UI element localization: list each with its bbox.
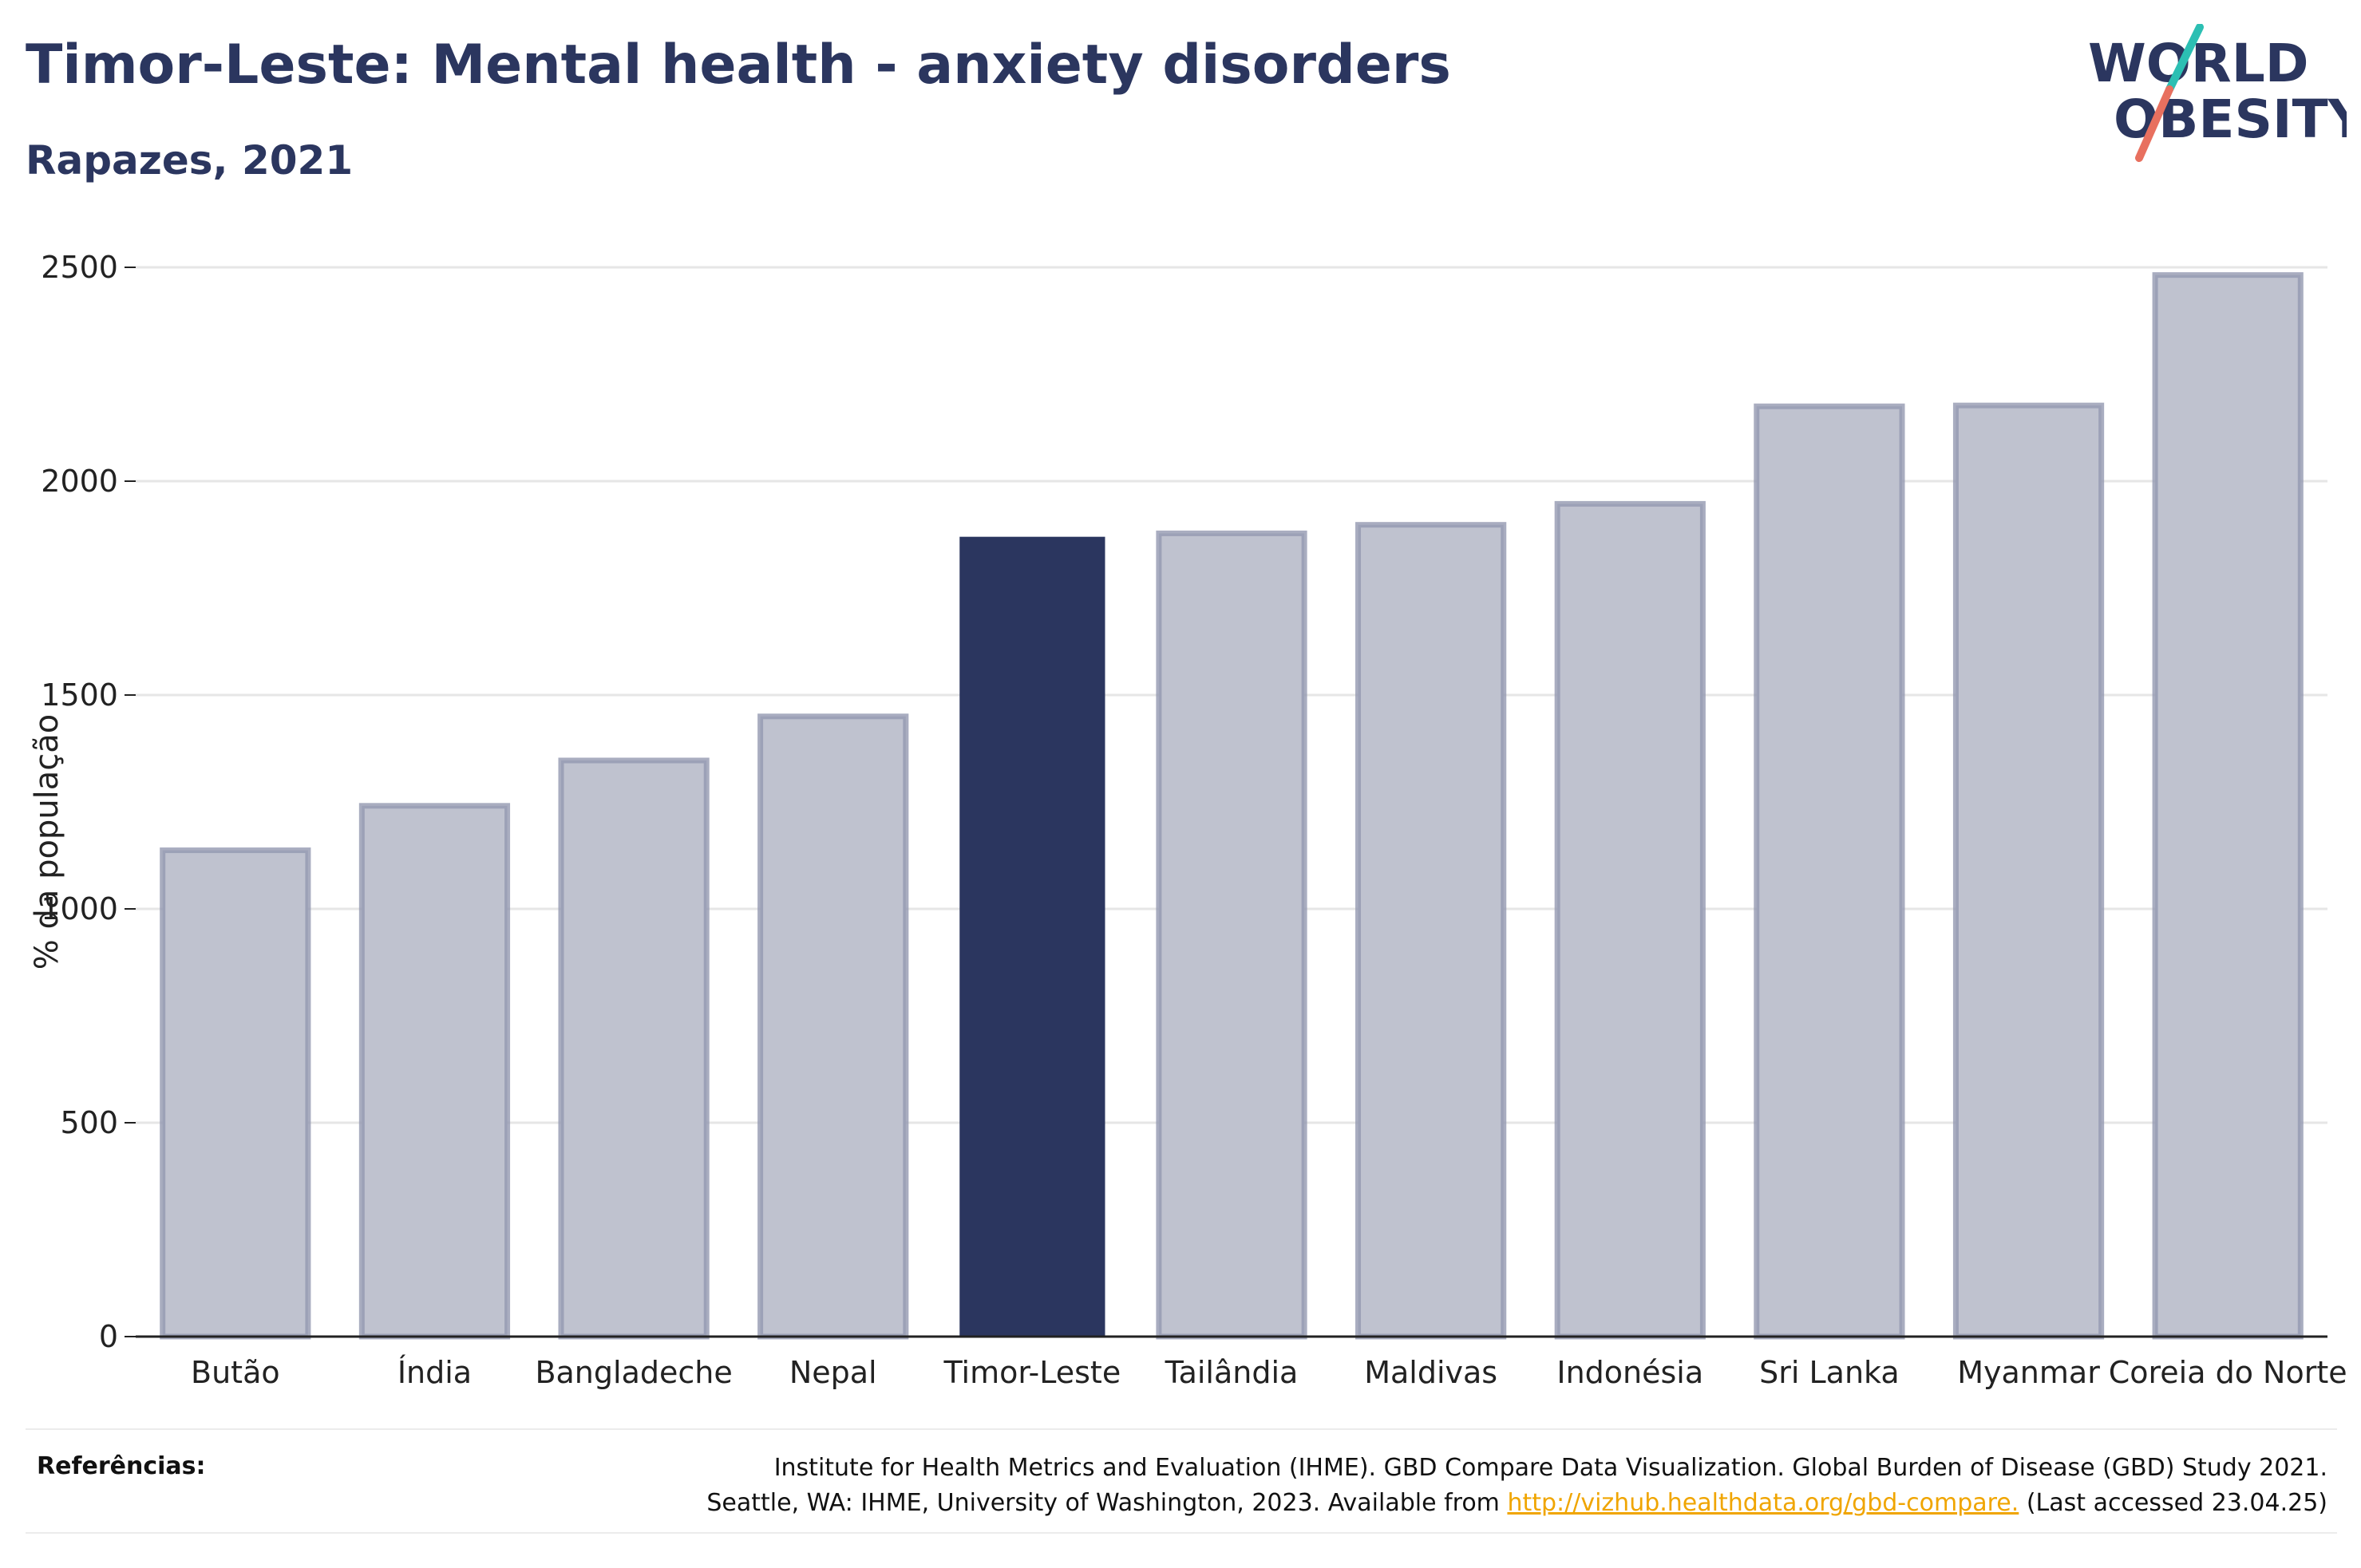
bar-indon-sia [1554, 500, 1706, 1340]
x-tick-label: Tailândia [1165, 1355, 1299, 1390]
x-tick-label: Nepal [789, 1355, 877, 1390]
bar-coreia-do-norte [2152, 272, 2304, 1340]
references-link[interactable]: http://vizhub.healthdata.org/gbd-compare… [1507, 1489, 2019, 1517]
x-tick-label: Indonésia [1556, 1355, 1703, 1390]
x-tick-label: Bangladeche [535, 1355, 732, 1390]
bar-but-o [160, 847, 311, 1340]
bar-maldivas [1355, 522, 1507, 1340]
references-label: Referências: [37, 1452, 206, 1480]
x-tick-label: Sri Lanka [1759, 1355, 1900, 1390]
x-tick-label: Índia [397, 1355, 472, 1390]
references-line-2-end: (Last accessed 23.04.25) [2019, 1489, 2327, 1517]
bar-sri-lanka [1754, 403, 1905, 1340]
bar-bangladeche [558, 757, 710, 1340]
references-line-2-start: Seattle, WA: IHME, University of Washing… [706, 1489, 1508, 1517]
x-tick-label: Butão [191, 1355, 280, 1390]
slash-mark-icon-top [2165, 24, 2204, 93]
chart-subtitle: Rapazes, 2021 [26, 137, 354, 184]
y-tick-label: 1000 [41, 891, 118, 926]
bar-timor-leste [959, 536, 1105, 1337]
bar-myanmar [1952, 402, 2105, 1340]
y-axis-title: % da população [29, 714, 65, 970]
x-tick-label: Maldivas [1364, 1355, 1497, 1390]
chart-title: Timor-Leste: Mental health - anxiety dis… [26, 34, 1451, 97]
x-tick-label: Coreia do Norte [2109, 1355, 2347, 1390]
x-tick-label: Myanmar [1957, 1355, 2100, 1390]
y-tick-label: 2000 [41, 464, 118, 499]
world-obesity-logo: WORLD OBESITY [2088, 24, 2347, 162]
references-line-2: Seattle, WA: IHME, University of Washing… [706, 1486, 2327, 1521]
logo-word-world: WORLD [2088, 33, 2309, 94]
references-text: Institute for Health Metrics and Evaluat… [706, 1451, 2327, 1521]
references-line-1: Institute for Health Metrics and Evaluat… [773, 1454, 2327, 1482]
bar-tail-ndia [1156, 530, 1307, 1340]
bar-chart: 0 500 1000 1500 2000 2500 % da população Butão Í… [29, 250, 2347, 1390]
y-tick-label: 1500 [41, 677, 118, 713]
y-tick-label: 0 [99, 1319, 118, 1354]
y-tick-label: 500 [60, 1105, 118, 1140]
x-tick-label: Timor-Leste [943, 1355, 1121, 1390]
references-box: Referências: Institute for Health Metric… [26, 1428, 2337, 1534]
y-tick-label: 2500 [41, 250, 118, 285]
slash-mark-icon-bottom [2135, 85, 2173, 162]
bar-nepal [757, 713, 909, 1340]
bar--ndia [358, 803, 511, 1340]
